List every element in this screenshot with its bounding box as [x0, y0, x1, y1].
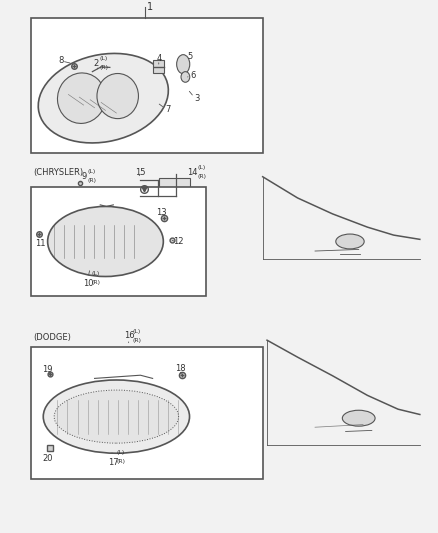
Text: 3: 3 [194, 94, 199, 103]
Text: 18: 18 [175, 365, 186, 373]
Text: (R): (R) [87, 178, 96, 183]
Text: 5: 5 [187, 52, 193, 61]
Text: (L): (L) [87, 169, 95, 174]
Ellipse shape [54, 390, 179, 443]
Text: 2: 2 [94, 59, 99, 68]
Ellipse shape [48, 206, 163, 277]
Text: (L): (L) [99, 56, 108, 61]
Text: (L): (L) [92, 271, 100, 276]
Text: 13: 13 [155, 208, 166, 217]
Ellipse shape [181, 71, 190, 82]
Text: (R): (R) [99, 64, 108, 70]
FancyBboxPatch shape [31, 346, 263, 479]
Ellipse shape [343, 410, 375, 426]
Text: (R): (R) [133, 337, 142, 343]
Text: (R): (R) [92, 280, 100, 285]
Ellipse shape [177, 55, 190, 74]
Text: 16: 16 [124, 332, 135, 341]
Text: 15: 15 [135, 168, 146, 177]
Text: (CHRYSLER): (CHRYSLER) [33, 168, 84, 177]
Text: (L): (L) [133, 329, 141, 334]
Text: 20: 20 [42, 454, 53, 463]
Text: (DODGE): (DODGE) [33, 333, 71, 342]
FancyBboxPatch shape [31, 18, 263, 153]
Ellipse shape [57, 73, 106, 124]
Text: 1: 1 [147, 2, 153, 12]
FancyBboxPatch shape [159, 178, 190, 213]
Text: 9: 9 [81, 172, 87, 181]
Text: 10: 10 [83, 279, 93, 288]
Text: 8: 8 [59, 56, 64, 65]
Ellipse shape [43, 380, 190, 453]
Ellipse shape [38, 53, 168, 143]
FancyBboxPatch shape [152, 61, 164, 73]
FancyBboxPatch shape [31, 187, 206, 296]
Ellipse shape [336, 234, 364, 249]
Text: 11: 11 [35, 239, 45, 248]
Text: (R): (R) [117, 459, 125, 464]
Text: 7: 7 [166, 105, 171, 114]
Text: 19: 19 [42, 365, 53, 374]
Text: 12: 12 [173, 237, 184, 246]
Text: 4: 4 [157, 54, 162, 63]
Text: 17: 17 [108, 458, 118, 467]
Text: (L): (L) [117, 450, 125, 455]
Text: 6: 6 [191, 71, 196, 80]
Text: (L): (L) [197, 165, 205, 171]
Ellipse shape [97, 74, 138, 119]
Text: (R): (R) [197, 174, 206, 179]
Text: 14: 14 [187, 168, 198, 177]
